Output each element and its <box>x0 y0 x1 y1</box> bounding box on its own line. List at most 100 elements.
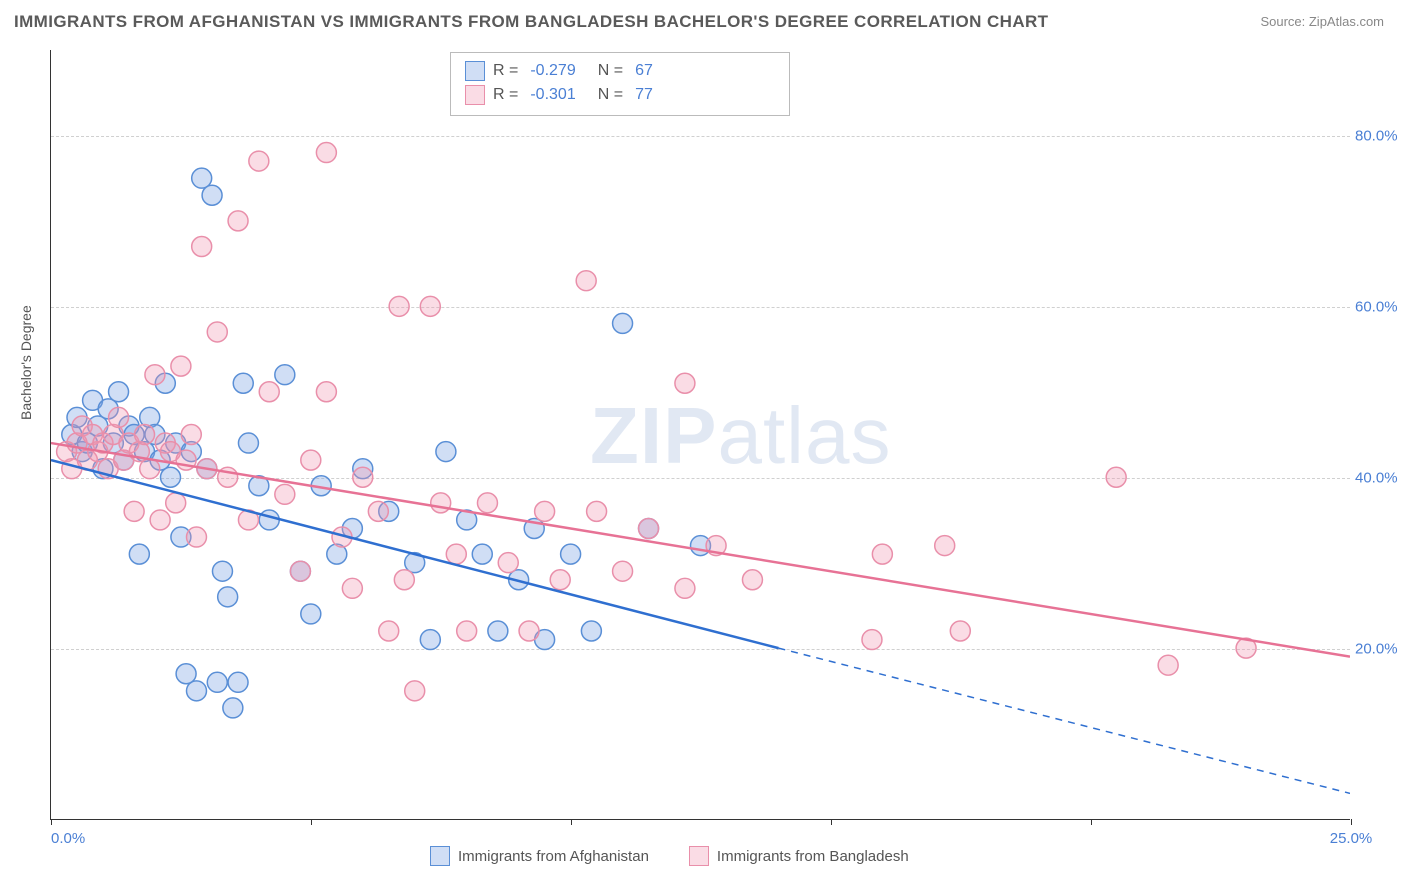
scatter-point <box>581 621 601 641</box>
x-tick <box>51 819 52 825</box>
trend-line <box>51 460 778 648</box>
scatter-point <box>1158 655 1178 675</box>
n-label: N = <box>598 62 623 80</box>
scatter-point <box>301 604 321 624</box>
x-tick <box>1351 819 1352 825</box>
scatter-point <box>150 510 170 530</box>
trend-line-extrapolated <box>778 648 1350 793</box>
scatter-point <box>519 621 539 641</box>
scatter-point <box>238 433 258 453</box>
x-tick-label: 0.0% <box>51 830 85 847</box>
scatter-point <box>124 501 144 521</box>
scatter-point <box>228 211 248 231</box>
scatter-point <box>353 467 373 487</box>
scatter-point <box>259 510 279 530</box>
scatter-point <box>342 578 362 598</box>
scatter-point <box>613 561 633 581</box>
scatter-point <box>316 143 336 163</box>
n-value-bangladesh: 77 <box>635 86 653 104</box>
y-axis-label: Bachelor's Degree <box>18 305 34 420</box>
scatter-point <box>135 425 155 445</box>
scatter-point <box>535 501 555 521</box>
y-tick-label: 60.0% <box>1355 298 1405 315</box>
scatter-point <box>675 373 695 393</box>
scatter-point <box>186 527 206 547</box>
scatter-point <box>368 501 388 521</box>
scatter-point <box>228 672 248 692</box>
scatter-point <box>742 570 762 590</box>
scatter-point <box>639 519 659 539</box>
chart-title: IMMIGRANTS FROM AFGHANISTAN VS IMMIGRANT… <box>14 12 1048 32</box>
scatter-point <box>950 621 970 641</box>
scatter-point <box>420 630 440 650</box>
scatter-point <box>405 681 425 701</box>
y-tick-label: 20.0% <box>1355 640 1405 657</box>
scatter-point <box>207 322 227 342</box>
scatter-point <box>223 698 243 718</box>
scatter-point <box>457 621 477 641</box>
swatch-bangladesh-bottom <box>689 846 709 866</box>
scatter-point <box>171 356 191 376</box>
legend-row-afghanistan: R = -0.279 N = 67 <box>465 59 775 83</box>
correlation-legend: R = -0.279 N = 67 R = -0.301 N = 77 <box>450 52 790 116</box>
scatter-point <box>420 296 440 316</box>
scatter-point <box>181 425 201 445</box>
scatter-point <box>379 621 399 641</box>
series-legend: Immigrants from Afghanistan Immigrants f… <box>430 846 909 866</box>
r-value-afghanistan: -0.279 <box>530 62 575 80</box>
scatter-point <box>389 296 409 316</box>
scatter-point <box>675 578 695 598</box>
scatter-point <box>249 151 269 171</box>
scatter-point <box>202 185 222 205</box>
scatter-point <box>109 407 129 427</box>
scatter-point <box>472 544 492 564</box>
scatter-point <box>212 561 232 581</box>
scatter-point <box>488 621 508 641</box>
scatter-point <box>561 544 581 564</box>
scatter-point <box>613 313 633 333</box>
scatter-point <box>301 450 321 470</box>
swatch-bangladesh <box>465 85 485 105</box>
legend-item-afghanistan: Immigrants from Afghanistan <box>430 846 649 866</box>
scatter-point <box>1106 467 1126 487</box>
scatter-point <box>290 561 310 581</box>
y-tick-label: 40.0% <box>1355 469 1405 486</box>
scatter-point <box>316 382 336 402</box>
scatter-point <box>145 365 165 385</box>
scatter-point <box>233 373 253 393</box>
scatter-point <box>935 536 955 556</box>
x-tick <box>831 819 832 825</box>
n-label: N = <box>598 86 623 104</box>
scatter-svg <box>51 50 1350 819</box>
swatch-afghanistan-bottom <box>430 846 450 866</box>
scatter-point <box>192 237 212 257</box>
scatter-point <box>576 271 596 291</box>
scatter-point <box>872 544 892 564</box>
legend-row-bangladesh: R = -0.301 N = 77 <box>465 83 775 107</box>
scatter-point <box>186 681 206 701</box>
scatter-point <box>166 493 186 513</box>
scatter-point <box>394 570 414 590</box>
scatter-point <box>587 501 607 521</box>
scatter-point <box>862 630 882 650</box>
r-value-bangladesh: -0.301 <box>530 86 575 104</box>
x-tick <box>1091 819 1092 825</box>
source-label: Source: ZipAtlas.com <box>1260 14 1384 29</box>
x-tick-label: 25.0% <box>1330 830 1373 847</box>
n-value-afghanistan: 67 <box>635 62 653 80</box>
scatter-point <box>436 442 456 462</box>
y-tick-label: 80.0% <box>1355 127 1405 144</box>
legend-item-bangladesh: Immigrants from Bangladesh <box>689 846 909 866</box>
scatter-point <box>275 365 295 385</box>
scatter-point <box>207 672 227 692</box>
scatter-point <box>161 467 181 487</box>
chart-plot-area: 20.0%40.0%60.0%80.0%0.0%25.0% <box>50 50 1350 820</box>
series-label-bangladesh: Immigrants from Bangladesh <box>717 848 909 865</box>
scatter-point <box>477 493 497 513</box>
series-label-afghanistan: Immigrants from Afghanistan <box>458 848 649 865</box>
scatter-point <box>109 382 129 402</box>
scatter-point <box>431 493 451 513</box>
scatter-point <box>275 484 295 504</box>
x-tick <box>571 819 572 825</box>
swatch-afghanistan <box>465 61 485 81</box>
